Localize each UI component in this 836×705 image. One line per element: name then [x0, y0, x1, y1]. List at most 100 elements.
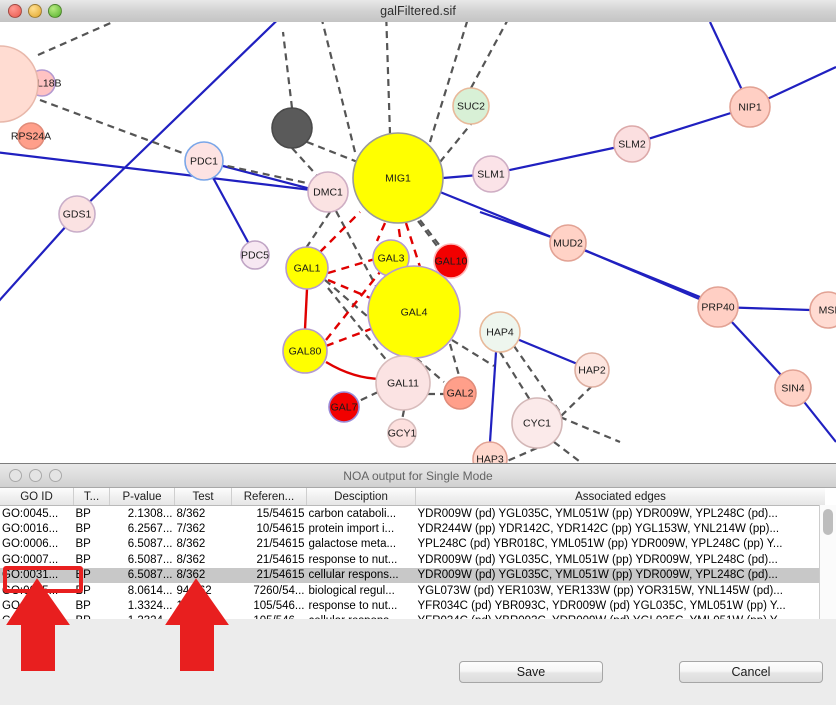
cell-associated-edges: YFR034C (pd) YBR093C, YDR009W (pd) YGL03… — [417, 600, 786, 613]
close-icon[interactable] — [8, 4, 22, 18]
network-node[interactable]: MSI — [809, 291, 836, 329]
column-header-description[interactable]: Desciption — [306, 488, 416, 506]
network-node[interactable]: HAP2 — [574, 352, 610, 388]
edge-gray-dashed — [559, 385, 593, 418]
node-circle[interactable] — [282, 328, 328, 374]
table-row[interactable]: GO:0007... BP 6.5087... 8/362 21/54615 respon… — [0, 552, 825, 567]
network-node[interactable]: NIP1 — [729, 86, 771, 128]
network-node[interactable]: PRP40 — [697, 286, 739, 328]
table-row[interactable]: GO:0045... BP 2.1308... 8/362 15/54615 carbon… — [0, 506, 825, 522]
noa-results-table-container[interactable]: GO ID T... P-value Test Referen... Desci… — [0, 488, 836, 620]
node-circle[interactable] — [472, 441, 508, 463]
node-circle[interactable] — [352, 132, 444, 224]
network-node[interactable]: GAL1 — [285, 246, 329, 290]
column-header-associated-edges[interactable]: Associated edges — [415, 488, 825, 506]
network-node[interactable]: GAL7 — [328, 391, 360, 423]
maximize-icon[interactable] — [48, 4, 62, 18]
node-circle[interactable] — [367, 265, 461, 359]
table-row[interactable]: GO:0016... BP 6.2567... 7/362 10/54615 protei… — [0, 521, 825, 536]
node-circle[interactable] — [511, 397, 563, 449]
node-circle[interactable] — [774, 369, 812, 407]
table-row[interactable]: GO:0031... BP 6.5087... 8/362 21/54615 cellul… — [0, 567, 825, 583]
network-node[interactable]: SLM2 — [613, 125, 651, 163]
network-node[interactable]: RPS24A — [11, 122, 51, 150]
network-node[interactable]: GDS1 — [58, 195, 96, 233]
cell-p-value: 6.5087... — [109, 567, 175, 583]
network-node[interactable] — [0, 45, 39, 123]
node-circle[interactable] — [271, 107, 313, 149]
node-circle[interactable] — [479, 311, 521, 353]
cell-test: 11/362 — [176, 600, 211, 613]
network-node[interactable]: GAL11 — [375, 355, 431, 411]
edge-blue — [567, 241, 719, 309]
cell-associated-edges: YDR009W (pd) YGL035C, YML051W (pp) YDR00… — [415, 567, 825, 583]
node-circle[interactable] — [472, 155, 510, 193]
node-circle[interactable] — [0, 45, 39, 123]
node-circle[interactable] — [387, 418, 417, 448]
node-circle[interactable] — [240, 240, 270, 270]
scrollbar-thumb[interactable] — [823, 509, 833, 535]
noa-close-icon[interactable] — [9, 469, 22, 482]
column-header-go-id[interactable]: GO ID — [0, 488, 74, 506]
window-traffic-lights — [8, 4, 62, 18]
node-circle[interactable] — [328, 391, 360, 423]
noa-button-bar: Save Cancel — [0, 619, 836, 705]
node-circle[interactable] — [58, 195, 96, 233]
node-circle[interactable] — [375, 355, 431, 411]
noa-minimize-icon[interactable] — [29, 469, 42, 482]
edge-red-solid — [303, 288, 309, 330]
node-circle[interactable] — [549, 224, 587, 262]
cell-go-id: GO:0016... — [2, 523, 59, 536]
node-circle[interactable] — [17, 122, 45, 150]
edge-gray-dashed — [499, 351, 531, 401]
minimize-icon[interactable] — [28, 4, 42, 18]
cell-description: response to nut... — [308, 600, 398, 613]
network-node[interactable] — [271, 107, 313, 149]
edge-blue — [488, 351, 498, 443]
edge-gray-dashed — [37, 22, 116, 57]
network-node[interactable]: HAP3 — [472, 441, 508, 463]
node-circle[interactable] — [729, 86, 771, 128]
network-node[interactable]: CYC1 — [511, 397, 563, 449]
node-circle[interactable] — [613, 125, 651, 163]
node-circle[interactable] — [574, 352, 610, 388]
table-row[interactable]: GO:0065... BP 8.0614... 94/362 7260/54... bio… — [0, 583, 825, 598]
noa-maximize-icon[interactable] — [49, 469, 62, 482]
table-row[interactable]: GO:0031... BP 1.3324... 11/362 105/546... res… — [0, 598, 825, 613]
column-header-p-value[interactable]: P-value — [109, 488, 175, 506]
column-header-test[interactable]: Test — [174, 488, 232, 506]
cell-type: BP — [75, 523, 91, 536]
save-button[interactable]: Save — [459, 661, 603, 683]
cancel-button[interactable]: Cancel — [679, 661, 823, 683]
network-node[interactable]: HAP4 — [479, 311, 521, 353]
table-vertical-scrollbar[interactable] — [819, 505, 836, 619]
node-circle[interactable] — [433, 243, 469, 279]
table-row[interactable]: GO:0006... BP 6.5087... 8/362 21/54615 galact… — [0, 537, 825, 552]
network-node[interactable]: PDC1 — [184, 141, 224, 181]
node-circle[interactable] — [809, 291, 836, 329]
node-circle[interactable] — [184, 141, 224, 181]
network-node[interactable]: SIN4 — [774, 369, 812, 407]
network-node[interactable]: GAL80 — [282, 328, 328, 374]
network-node[interactable]: SUC2 — [452, 87, 490, 125]
network-node[interactable]: MIG1 — [352, 132, 444, 224]
column-header-type[interactable]: T... — [73, 488, 110, 506]
network-node[interactable]: MUD2 — [549, 224, 587, 262]
cell-associated-edges: YDR009W (pd) YGL035C, YML051W (pp) YDR00… — [417, 553, 778, 566]
network-canvas[interactable]: RPL18B RPS24A GDS1 PDC1 PDC5 SUC2 DMC1 MIG1 SLM1… — [0, 22, 836, 463]
network-node[interactable]: PDC5 — [240, 240, 270, 270]
node-circle[interactable] — [285, 246, 329, 290]
node-circle[interactable] — [452, 87, 490, 125]
network-node[interactable]: DMC1 — [307, 171, 349, 213]
network-node[interactable]: GAL4 — [367, 265, 461, 359]
node-circle[interactable] — [443, 376, 477, 410]
network-node[interactable]: SLM1 — [472, 155, 510, 193]
network-node[interactable]: GCY1 — [387, 418, 417, 448]
node-circle[interactable] — [307, 171, 349, 213]
node-circle[interactable] — [697, 286, 739, 328]
cell-description: galactose meta... — [308, 538, 397, 551]
network-node[interactable]: GAL2 — [443, 376, 477, 410]
cell-associated-edges: YDR009W (pd) YGL035C, YML051W (pp) YDR00… — [417, 507, 778, 520]
column-header-reference[interactable]: Referen... — [231, 488, 307, 506]
